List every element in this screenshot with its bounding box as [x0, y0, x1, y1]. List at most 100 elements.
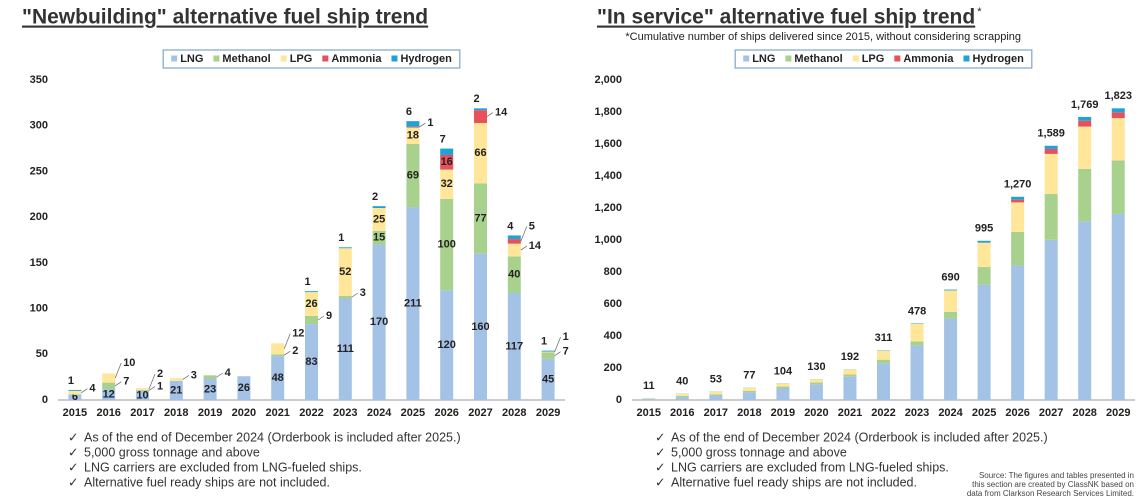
total-label: 77: [743, 370, 755, 382]
bar-segment: [237, 376, 251, 400]
total-label: 104: [774, 365, 793, 377]
data-label: 120: [438, 339, 456, 351]
bar-segment: [474, 108, 487, 111]
y-tick-label: 100: [30, 302, 48, 314]
y-tick-label: 1,600: [594, 138, 622, 150]
bar-segment: [709, 391, 723, 395]
data-label: 26: [238, 382, 250, 394]
bar-segment: [1111, 118, 1125, 161]
data-label: 4: [225, 367, 232, 379]
data-label: 1: [338, 232, 344, 244]
bar-segment: [1111, 213, 1125, 400]
y-tick-label: 800: [604, 266, 622, 278]
total-label: 192: [841, 351, 859, 363]
legend-box: [734, 49, 1033, 69]
y-tick-label: 250: [30, 165, 48, 177]
bar-segment: [709, 395, 723, 400]
x-tick-label: 2017: [130, 407, 154, 419]
data-label: 1: [68, 375, 74, 387]
x-tick-label: 2026: [434, 407, 458, 419]
total-label: 311: [875, 332, 893, 344]
x-tick-label: 2020: [232, 407, 256, 419]
data-label: 69: [407, 169, 419, 181]
bar-segment: [1044, 193, 1058, 240]
bar-segment: [776, 386, 790, 389]
bar-segment: [1078, 221, 1092, 400]
bar-segment: [406, 126, 420, 128]
total-label: 1,823: [1104, 90, 1132, 102]
leader-line: [520, 226, 528, 242]
bar-segment: [1011, 202, 1025, 232]
data-label: 2: [473, 93, 479, 105]
bar-segment: [843, 376, 857, 400]
bar-segment: [440, 169, 454, 199]
data-label: 26: [305, 298, 317, 310]
leader-line: [81, 388, 88, 393]
bar-segment: [910, 345, 924, 400]
bar-segment: [271, 354, 285, 357]
y-tick-label: 150: [30, 257, 48, 269]
y-tick-label: 0: [42, 394, 48, 406]
y-tick-label: 350: [30, 74, 48, 86]
note: LNG carriers are excluded from LNG-fuele…: [671, 460, 949, 474]
data-label: 10: [136, 389, 148, 401]
y-tick-label: 0: [616, 394, 622, 406]
legend-label: Ammonia: [903, 53, 954, 65]
data-label: 48: [272, 372, 284, 384]
bar-segment: [944, 311, 958, 319]
bar-segment: [203, 375, 217, 379]
bar-segment: [675, 396, 689, 398]
bar-segment: [102, 389, 116, 400]
bar-segment: [1044, 145, 1058, 149]
bar-segment: [910, 324, 924, 342]
x-tick-label: 2022: [871, 407, 895, 419]
x-tick-label: 2028: [1072, 407, 1096, 419]
legend-swatch: [171, 55, 178, 62]
legend-label: LPG: [862, 53, 885, 65]
bar-segment: [372, 206, 386, 208]
legend: LNG Methanol LPG Ammonia Hydrogen: [734, 49, 1033, 69]
x-tick-label: 2023: [333, 407, 357, 419]
leader-line: [115, 381, 122, 387]
check-icon: ✓: [68, 445, 78, 459]
bar-segment: [944, 290, 958, 312]
bar-segment: [102, 373, 116, 383]
leader-line: [284, 350, 291, 356]
bar-segment: [406, 127, 420, 144]
bar-segment: [440, 148, 454, 155]
bar-segment: [474, 183, 487, 254]
y-tick-label: 1,400: [594, 170, 622, 182]
x-tick-label: 2026: [1005, 407, 1029, 419]
data-label: 12: [292, 328, 304, 340]
bar-segment: [271, 343, 285, 355]
total-label: 53: [710, 373, 722, 385]
data-label: 16: [441, 156, 453, 168]
legend-label: LNG: [752, 53, 775, 65]
bar-segment: [406, 144, 420, 208]
data-label: 111: [337, 343, 354, 355]
data-label: 6: [406, 106, 412, 118]
data-label: 3: [191, 369, 197, 381]
data-label: 100: [438, 238, 456, 250]
data-label: 77: [474, 212, 486, 224]
data-label: 10: [123, 357, 135, 369]
bar-segment: [507, 243, 521, 257]
data-label: 170: [370, 316, 388, 328]
y-tick-label: 2,000: [594, 74, 622, 86]
bar-segment: [1011, 196, 1025, 200]
legend-swatch: [322, 55, 329, 62]
x-tick-label: 2028: [502, 407, 526, 419]
x-tick-label: 2016: [96, 407, 120, 419]
bar-segment: [305, 315, 318, 325]
bar-segment: [877, 359, 890, 364]
bar-segment: [203, 378, 217, 400]
data-label: 7: [440, 133, 446, 145]
bar-segment: [776, 388, 790, 400]
leader-line: [486, 112, 494, 117]
bar-segment: [136, 388, 149, 390]
bar-segment: [809, 379, 823, 383]
legend-swatch: [963, 55, 970, 62]
note: Alternative fuel ready ships are not inc…: [671, 475, 917, 489]
bar-segment: [642, 398, 656, 400]
data-label: 160: [471, 321, 489, 333]
